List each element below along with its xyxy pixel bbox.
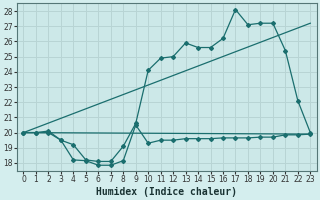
X-axis label: Humidex (Indice chaleur): Humidex (Indice chaleur) [96,186,237,197]
